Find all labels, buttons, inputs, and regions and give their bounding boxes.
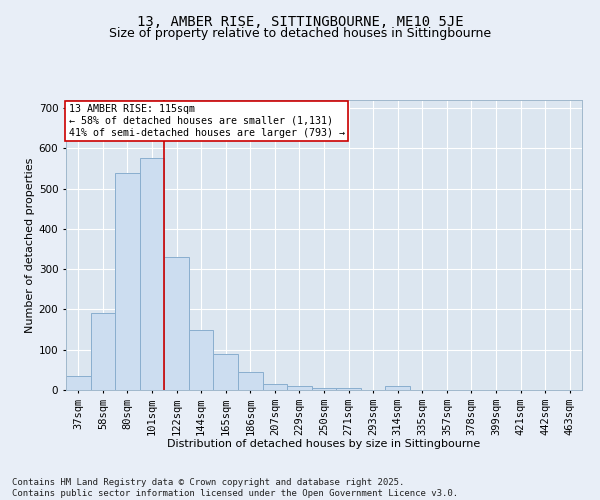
X-axis label: Distribution of detached houses by size in Sittingbourne: Distribution of detached houses by size …: [167, 440, 481, 450]
Bar: [263, 384, 287, 390]
Bar: [214, 354, 238, 390]
Bar: [140, 158, 164, 390]
Bar: [189, 330, 214, 390]
Bar: [312, 388, 336, 390]
Text: Size of property relative to detached houses in Sittingbourne: Size of property relative to detached ho…: [109, 28, 491, 40]
Text: Contains HM Land Registry data © Crown copyright and database right 2025.
Contai: Contains HM Land Registry data © Crown c…: [12, 478, 458, 498]
Bar: [287, 386, 312, 390]
Bar: [385, 386, 410, 390]
Bar: [115, 172, 140, 390]
Bar: [91, 314, 115, 390]
Text: 13, AMBER RISE, SITTINGBOURNE, ME10 5JE: 13, AMBER RISE, SITTINGBOURNE, ME10 5JE: [137, 15, 463, 29]
Text: 13 AMBER RISE: 115sqm
← 58% of detached houses are smaller (1,131)
41% of semi-d: 13 AMBER RISE: 115sqm ← 58% of detached …: [68, 104, 344, 138]
Y-axis label: Number of detached properties: Number of detached properties: [25, 158, 35, 332]
Bar: [66, 376, 91, 390]
Bar: [164, 257, 189, 390]
Bar: [238, 372, 263, 390]
Bar: [336, 388, 361, 390]
